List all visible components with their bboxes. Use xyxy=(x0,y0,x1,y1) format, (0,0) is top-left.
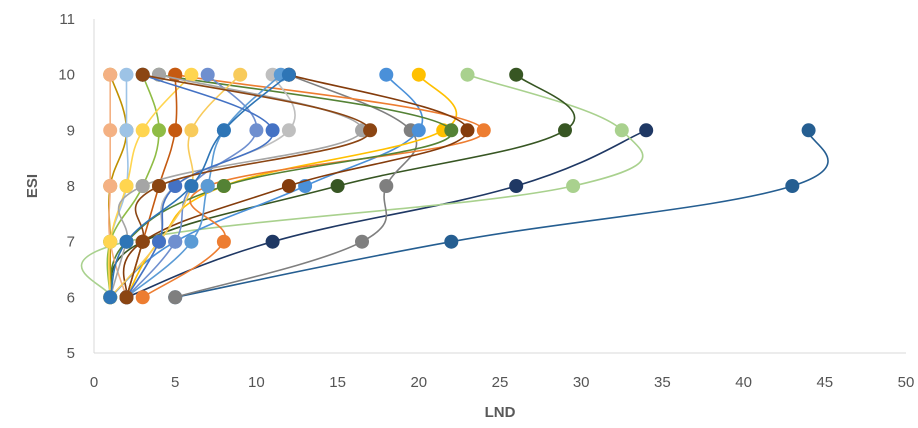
series-line xyxy=(125,73,274,298)
y-tick-label: 5 xyxy=(67,345,75,362)
data-point xyxy=(119,234,134,249)
data-point xyxy=(216,179,231,193)
data-point xyxy=(135,67,150,82)
data-point xyxy=(330,179,345,193)
x-tick-label: 35 xyxy=(654,374,671,391)
y-tick-label: 7 xyxy=(67,234,75,251)
series-24 xyxy=(103,67,296,305)
x-tick-label: 40 xyxy=(735,374,752,391)
data-point xyxy=(509,67,524,82)
series-line xyxy=(109,74,576,298)
y-tick-label: 9 xyxy=(67,122,75,139)
data-point xyxy=(184,67,199,82)
data-point xyxy=(801,123,816,138)
data-point xyxy=(614,123,629,138)
y-tick-label: 8 xyxy=(67,178,75,195)
data-point xyxy=(119,67,134,82)
data-point xyxy=(558,123,572,138)
series-1 xyxy=(168,123,829,305)
data-point xyxy=(216,234,231,249)
data-point xyxy=(168,179,183,193)
series-line xyxy=(80,73,644,298)
data-point xyxy=(119,123,134,138)
data-point xyxy=(119,179,134,193)
data-point xyxy=(200,179,215,193)
y-tick-label: 10 xyxy=(58,67,75,84)
data-point xyxy=(411,123,426,138)
data-point xyxy=(281,67,296,82)
data-point xyxy=(411,67,426,82)
data-point xyxy=(135,290,150,305)
data-point xyxy=(444,234,459,249)
data-point xyxy=(184,123,199,138)
x-tick-label: 45 xyxy=(816,374,833,391)
data-point xyxy=(135,179,150,193)
data-point xyxy=(249,123,264,138)
data-point xyxy=(363,123,378,138)
data-point xyxy=(460,67,475,82)
y-tick-label: 6 xyxy=(67,289,75,306)
x-tick-label: 0 xyxy=(90,374,98,391)
data-point xyxy=(265,123,280,138)
data-point xyxy=(200,67,215,82)
series-20 xyxy=(103,67,369,305)
data-point xyxy=(119,290,134,305)
data-point xyxy=(379,179,394,193)
data-point xyxy=(103,234,118,249)
data-point xyxy=(103,290,118,305)
axes xyxy=(93,19,906,354)
data-point xyxy=(476,123,491,138)
x-tick-label: 15 xyxy=(329,374,346,391)
data-point xyxy=(152,179,166,193)
x-tick-label: 5 xyxy=(171,374,179,391)
data-point xyxy=(168,234,183,249)
data-point xyxy=(103,179,118,193)
series-line xyxy=(175,130,829,299)
y-axis-title: ESI xyxy=(24,174,41,198)
data-point xyxy=(103,123,118,138)
data-point xyxy=(355,234,369,249)
data-point xyxy=(184,234,199,249)
x-tick-label: 30 xyxy=(573,374,590,391)
x-tick-label: 20 xyxy=(410,374,427,391)
data-point xyxy=(444,123,459,138)
data-point xyxy=(509,179,524,193)
data-point xyxy=(135,123,150,138)
y-tick-label: 11 xyxy=(59,11,75,28)
series-line xyxy=(126,129,647,299)
data-point xyxy=(785,179,800,193)
data-point xyxy=(265,234,280,249)
data-point xyxy=(460,123,475,138)
series-23 xyxy=(119,67,378,305)
data-point xyxy=(639,123,654,138)
data-point xyxy=(152,234,166,249)
data-point xyxy=(216,123,231,138)
data-point xyxy=(168,290,183,305)
data-point xyxy=(184,179,199,193)
data-point xyxy=(103,67,118,82)
data-point xyxy=(168,123,183,138)
data-point xyxy=(281,179,296,193)
data-point xyxy=(379,67,394,82)
data-point xyxy=(281,123,296,138)
data-point xyxy=(135,234,150,249)
x-tick-label: 50 xyxy=(898,374,915,391)
data-point xyxy=(233,67,248,82)
x-tick-label: 25 xyxy=(492,374,509,391)
x-tick-label: 10 xyxy=(248,374,265,391)
data-point xyxy=(152,123,166,138)
data-point xyxy=(566,179,581,193)
series-layer xyxy=(80,67,829,305)
x-axis-title: LND xyxy=(485,404,516,421)
